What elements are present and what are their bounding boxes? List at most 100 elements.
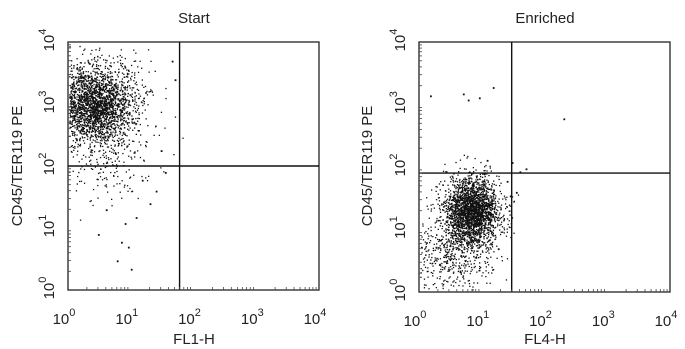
event-dot [470, 238, 472, 240]
event-dot [99, 172, 101, 174]
event-dot [450, 217, 452, 219]
event-dot [103, 177, 106, 180]
event-dot [122, 68, 125, 70]
event-dot [89, 87, 91, 89]
chart-title: Enriched [515, 10, 574, 27]
event-dot [465, 193, 467, 195]
event-dot [472, 223, 474, 225]
event-dot [479, 210, 481, 212]
event-dot [105, 88, 107, 91]
event-dot [77, 150, 79, 152]
event-dot [121, 104, 124, 106]
event-dot [449, 245, 451, 247]
event-dot [92, 115, 95, 118]
event-dot [450, 222, 452, 224]
event-dot [445, 199, 448, 202]
event-dot [475, 200, 477, 202]
event-dot [449, 176, 451, 178]
event-dot [92, 168, 94, 170]
event-dot [100, 104, 102, 106]
event-dot [504, 203, 507, 205]
event-dot [487, 264, 490, 266]
event-dot [455, 222, 457, 224]
event-dot [76, 77, 78, 79]
event-dot [101, 112, 103, 114]
event-dot [445, 194, 447, 196]
event-dot [117, 115, 119, 117]
event-dot [83, 142, 86, 144]
event-dot [486, 170, 488, 172]
event-dot [462, 189, 464, 191]
event-dot [117, 105, 119, 107]
event-dot [93, 130, 95, 132]
event-dot [89, 88, 91, 90]
event-dot [469, 171, 471, 173]
event-dot [105, 107, 107, 109]
event-dot [97, 127, 99, 129]
event-dot [448, 241, 450, 243]
event-dot [451, 213, 453, 215]
event-dot [74, 134, 76, 136]
event-dot [101, 138, 103, 140]
event-dot [81, 133, 83, 135]
event-dot [458, 188, 460, 190]
event-dot [463, 207, 465, 209]
event-dot [85, 107, 87, 109]
event-dot [80, 106, 82, 108]
event-dot [122, 104, 124, 107]
event-dot [105, 120, 107, 122]
event-dot [70, 150, 73, 153]
event-dot [461, 211, 463, 213]
event-dot [486, 213, 488, 215]
event-dot [81, 68, 83, 70]
event-dot [88, 90, 91, 93]
event-dot [481, 241, 483, 243]
event-dot [430, 259, 432, 261]
event-dot [471, 206, 473, 208]
event-dot [105, 59, 107, 61]
event-dot [456, 191, 458, 193]
event-dot [105, 177, 107, 179]
event-dot [502, 198, 504, 200]
event-dot [94, 116, 96, 119]
event-dot [469, 177, 471, 179]
event-dot [91, 87, 93, 89]
event-dot [128, 104, 130, 106]
event-dot [123, 124, 125, 126]
event-dot [88, 97, 90, 99]
event-dot [82, 137, 84, 139]
event-dot [165, 97, 167, 100]
event-dot [70, 64, 73, 66]
event-dot [467, 187, 470, 190]
event-dot [79, 67, 81, 69]
event-dot [446, 244, 448, 246]
event-dot [478, 223, 480, 226]
event-dot [82, 106, 84, 108]
event-dot [445, 208, 447, 210]
event-dot [472, 218, 474, 220]
event-dot [489, 206, 492, 209]
event-dot [96, 102, 98, 104]
event-dot [482, 219, 484, 221]
event-dot [445, 205, 447, 207]
event-dot [85, 74, 87, 77]
event-dot [119, 99, 122, 101]
event-dot [126, 146, 128, 148]
event-dot [105, 83, 107, 85]
event-dot [478, 230, 480, 232]
event-dot [451, 231, 453, 234]
event-dot [110, 91, 112, 93]
event-dot [483, 170, 485, 172]
event-dot [78, 98, 81, 100]
event-dot [475, 216, 477, 218]
event-dot [467, 280, 469, 282]
event-dot [126, 111, 129, 113]
event-dot [453, 173, 455, 175]
event-dot [467, 219, 470, 221]
event-dot [112, 113, 114, 115]
event-dot [461, 238, 463, 241]
event-dot [480, 253, 482, 255]
event-dot [95, 129, 97, 132]
event-dot [109, 106, 111, 108]
event-dot [475, 204, 478, 206]
